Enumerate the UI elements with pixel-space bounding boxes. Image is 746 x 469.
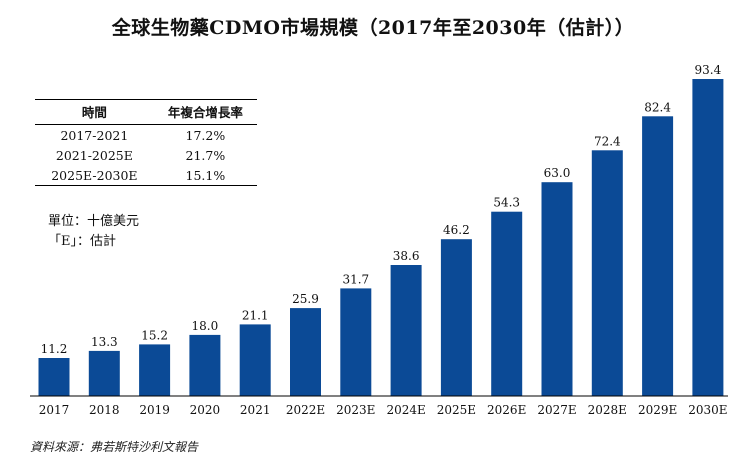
x-tick-label-2024E: 2024E xyxy=(386,403,425,417)
bar-2017 xyxy=(38,358,70,396)
bar-2027E xyxy=(541,182,573,396)
x-tick-labels-group: 2017 2018 2019 2020 2021 2022E 2023E 2024E 2025E… xyxy=(39,403,728,417)
value-labels-group: 11.2 13.3 15.2 18.0 21.1 25.9 31.7 38.6 46.2 54.3… xyxy=(41,63,722,356)
bar-2021 xyxy=(239,324,271,396)
bar-2022E xyxy=(290,308,321,396)
x-tick-label-2030E: 2030E xyxy=(688,403,727,417)
chart-title: 全球生物藥CDMO市場規模（2017年至2030年（估計）） xyxy=(111,17,635,39)
bar-2025E xyxy=(440,239,472,396)
table-header-period: 時間 xyxy=(35,99,154,125)
table-header-cagr: 年複合增長率 xyxy=(153,99,257,125)
bar-2030E xyxy=(692,79,724,396)
value-label-2023E: 31.7 xyxy=(342,272,369,286)
cagr-table: 時間 年複合增長率 2017-2021 17.2% 2021-2025E 21.… xyxy=(35,99,257,186)
bar-2029E xyxy=(642,116,674,397)
bar-2026E xyxy=(491,211,523,396)
table-cell-period: 2021-2025E xyxy=(55,148,133,163)
value-label-2029E: 82.4 xyxy=(644,100,671,114)
x-tick-label-2027E: 2027E xyxy=(537,403,576,417)
bar-2020 xyxy=(189,334,221,396)
bar-2018 xyxy=(88,350,120,396)
x-tick-label-2028E: 2028E xyxy=(588,403,627,417)
value-label-2026E: 54.3 xyxy=(493,196,520,210)
table-row: 2017-2021 17.2% xyxy=(35,125,257,146)
x-tick-label-2017: 2017 xyxy=(39,403,70,417)
bar-2028E xyxy=(591,150,623,396)
bar-2023E xyxy=(340,288,372,396)
estimate-note: 「E」：估計 xyxy=(48,234,116,249)
value-label-2017: 11.2 xyxy=(41,342,68,356)
value-label-2021: 21.1 xyxy=(242,308,269,322)
x-tick-label-2021: 2021 xyxy=(240,403,271,417)
value-label-2027E: 63.0 xyxy=(544,166,571,180)
table-header-row: 時間 年複合增長率 xyxy=(35,99,257,125)
table-cell-cagr: 17.2% xyxy=(185,128,226,143)
x-tick-label-2018: 2018 xyxy=(89,403,120,417)
x-tick-label-2025E: 2025E xyxy=(437,403,476,417)
x-tick-label-2019: 2019 xyxy=(139,403,170,417)
x-tick-label-2029E: 2029E xyxy=(638,403,677,417)
table-cell-cagr: 15.1% xyxy=(153,165,257,186)
bar-2024E xyxy=(390,265,422,396)
x-tick-label-2020: 2020 xyxy=(190,403,221,417)
source-note: 資料來源：弗若斯特沙利文報告 xyxy=(30,440,199,454)
table-row: 2021-2025E 21.7% xyxy=(35,145,257,165)
value-label-2019: 15.2 xyxy=(141,328,168,342)
x-tick-label-2022E: 2022E xyxy=(286,403,325,417)
value-label-2018: 13.3 xyxy=(91,335,118,349)
table-row: 2025E-2030E 15.1% xyxy=(35,165,257,186)
table-cell-cagr: 21.7% xyxy=(185,148,226,163)
value-label-2022E: 25.9 xyxy=(292,292,319,306)
table-cell-period: 2017-2021 xyxy=(60,128,129,143)
value-label-2028E: 72.4 xyxy=(594,134,621,148)
bar-2019 xyxy=(139,344,171,396)
x-tick-label-2026E: 2026E xyxy=(487,403,526,417)
unit-note: 單位：十億美元 xyxy=(48,214,140,229)
bars-group xyxy=(38,79,724,397)
value-label-2030E: 93.4 xyxy=(695,63,722,77)
value-label-2024E: 38.6 xyxy=(393,249,420,263)
value-label-2025E: 46.2 xyxy=(443,223,470,237)
table-cell-period: 2025E-2030E xyxy=(35,165,154,186)
value-label-2020: 18.0 xyxy=(192,319,219,333)
x-tick-label-2023E: 2023E xyxy=(336,403,375,417)
